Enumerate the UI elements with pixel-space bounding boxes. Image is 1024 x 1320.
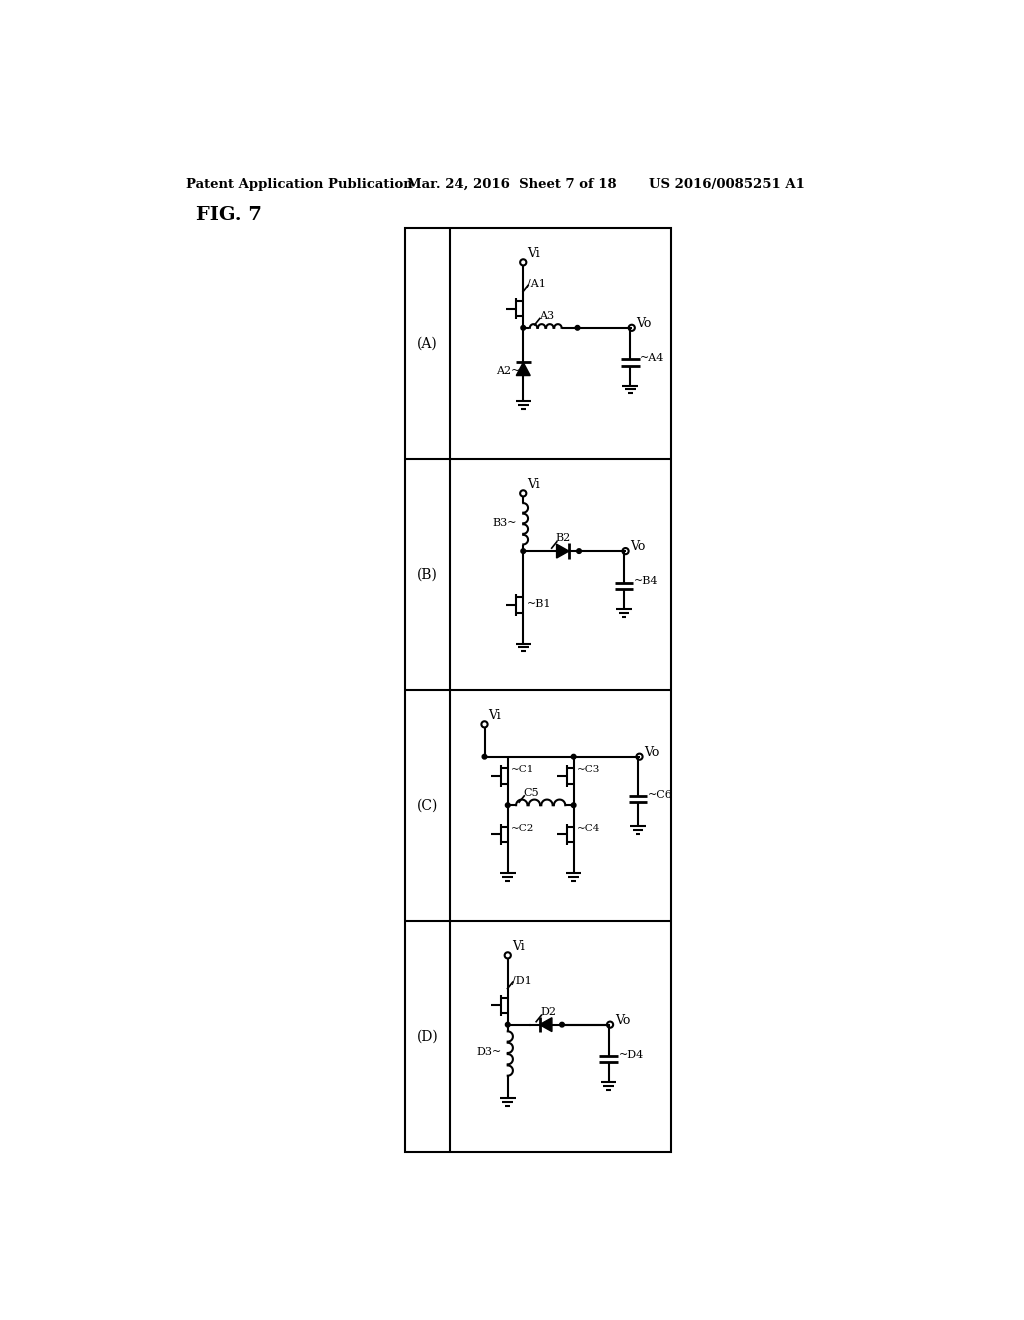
- Text: (B): (B): [417, 568, 438, 581]
- Text: Vo: Vo: [630, 540, 645, 553]
- Text: ~B4: ~B4: [634, 577, 658, 586]
- Text: B2: B2: [556, 533, 571, 543]
- Text: ∕D1: ∕D1: [512, 975, 531, 986]
- Text: (C): (C): [417, 799, 438, 812]
- Circle shape: [575, 326, 580, 330]
- Text: ~C1: ~C1: [511, 766, 535, 774]
- Text: ~C3: ~C3: [577, 766, 600, 774]
- Circle shape: [571, 803, 575, 808]
- Text: A2~: A2~: [496, 366, 520, 376]
- Text: US 2016/0085251 A1: US 2016/0085251 A1: [649, 178, 805, 190]
- Text: FIG. 7: FIG. 7: [197, 206, 262, 224]
- Text: Patent Application Publication: Patent Application Publication: [186, 178, 413, 190]
- Text: Vi: Vi: [527, 247, 540, 260]
- Text: Mar. 24, 2016  Sheet 7 of 18: Mar. 24, 2016 Sheet 7 of 18: [407, 178, 616, 190]
- Circle shape: [521, 326, 525, 330]
- Text: ~B1: ~B1: [527, 598, 552, 609]
- Text: D2: D2: [541, 1007, 556, 1016]
- Text: ~C4: ~C4: [577, 824, 600, 833]
- Text: Vi: Vi: [512, 940, 524, 953]
- Text: C5: C5: [523, 788, 539, 799]
- Polygon shape: [516, 363, 530, 376]
- Text: ~A4: ~A4: [640, 352, 665, 363]
- Text: Vi: Vi: [488, 709, 501, 722]
- Text: ~C2: ~C2: [511, 824, 535, 833]
- Text: Vo: Vo: [636, 317, 651, 330]
- Text: D3~: D3~: [477, 1048, 502, 1057]
- Text: ∕A1: ∕A1: [527, 279, 546, 289]
- Bar: [406, 227, 671, 1151]
- Circle shape: [571, 755, 575, 759]
- Circle shape: [482, 755, 486, 759]
- Polygon shape: [557, 544, 569, 558]
- Text: Vo: Vo: [614, 1014, 630, 1027]
- Text: Vi: Vi: [527, 478, 540, 491]
- Circle shape: [506, 803, 510, 808]
- Text: Vo: Vo: [644, 746, 659, 759]
- Text: A3: A3: [539, 310, 554, 321]
- Text: (D): (D): [417, 1030, 438, 1043]
- Text: ~D4: ~D4: [618, 1049, 644, 1060]
- Text: ~C6: ~C6: [648, 789, 673, 800]
- Circle shape: [506, 1022, 510, 1027]
- Text: (A): (A): [417, 337, 438, 350]
- Circle shape: [521, 549, 525, 553]
- Text: B3~: B3~: [493, 517, 517, 528]
- Circle shape: [577, 549, 582, 553]
- Circle shape: [560, 1022, 564, 1027]
- Polygon shape: [540, 1018, 552, 1032]
